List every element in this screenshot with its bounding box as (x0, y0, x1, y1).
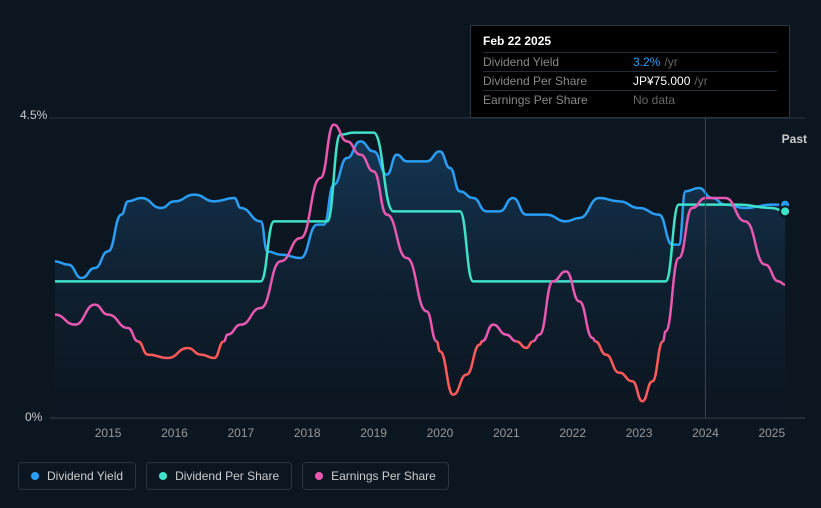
legend-label: Earnings Per Share (331, 469, 436, 483)
legend-label: Dividend Yield (47, 469, 123, 483)
legend-dot (159, 472, 167, 480)
x-tick: 2019 (360, 426, 387, 440)
legend-item[interactable]: Dividend Per Share (146, 462, 292, 490)
x-tick: 2018 (294, 426, 321, 440)
tooltip-row-value: JP¥75.000 (633, 74, 690, 88)
x-tick: 2024 (692, 426, 719, 440)
x-tick: 2015 (95, 426, 122, 440)
tooltip-row-suffix: /yr (664, 55, 677, 69)
x-tick: 2025 (758, 426, 785, 440)
tooltip-row-label: Dividend Yield (483, 55, 633, 69)
tooltip-row-value: No data (633, 93, 675, 107)
dividend-chart: 4.5% 0% Past 201520162017201820192020202… (0, 0, 821, 508)
legend-label: Dividend Per Share (175, 469, 279, 483)
tooltip-row-suffix: /yr (694, 74, 707, 88)
tooltip-row-label: Dividend Per Share (483, 74, 633, 88)
chart-tooltip: Feb 22 2025 Dividend Yield3.2%/yrDividen… (470, 25, 790, 118)
tooltip-row: Earnings Per ShareNo data (483, 90, 777, 109)
chart-legend: Dividend Yield Dividend Per Share Earnings… (18, 462, 449, 490)
x-tick: 2021 (493, 426, 520, 440)
legend-dot (31, 472, 39, 480)
x-tick: 2022 (559, 426, 586, 440)
legend-item[interactable]: Dividend Yield (18, 462, 136, 490)
tooltip-row: Dividend Per ShareJP¥75.000/yr (483, 71, 777, 90)
tooltip-date: Feb 22 2025 (483, 34, 777, 48)
x-tick: 2020 (427, 426, 454, 440)
x-tick: 2017 (227, 426, 254, 440)
x-tick: 2023 (626, 426, 653, 440)
tooltip-row-value: 3.2% (633, 55, 660, 69)
legend-dot (315, 472, 323, 480)
tooltip-row-label: Earnings Per Share (483, 93, 633, 107)
legend-item[interactable]: Earnings Per Share (302, 462, 449, 490)
x-tick: 2016 (161, 426, 188, 440)
tooltip-row: Dividend Yield3.2% /yr (483, 52, 777, 71)
